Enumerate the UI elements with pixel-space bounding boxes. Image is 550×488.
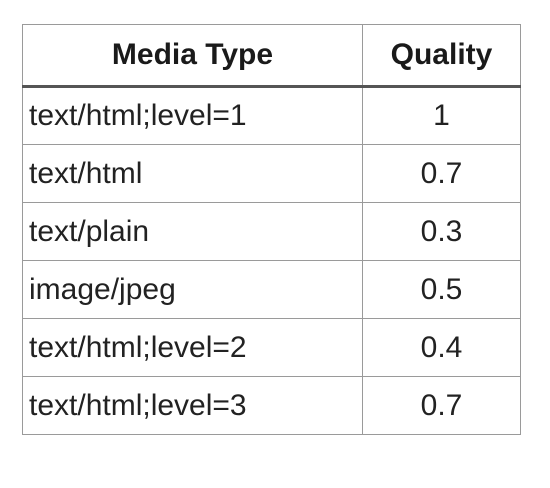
media-type-cell: text/html: [23, 145, 363, 203]
quality-cell: 0.7: [363, 145, 521, 203]
table-row: text/plain 0.3: [23, 203, 521, 261]
table-row: text/html;level=3 0.7: [23, 377, 521, 435]
quality-cell: 0.4: [363, 319, 521, 377]
header-row: Media Type Quality: [23, 25, 521, 87]
media-type-cell: text/html;level=3: [23, 377, 363, 435]
media-type-cell: image/jpeg: [23, 261, 363, 319]
table-row: image/jpeg 0.5: [23, 261, 521, 319]
media-quality-table: Media Type Quality text/html;level=1 1 t…: [22, 24, 521, 435]
table-body: text/html;level=1 1 text/html 0.7 text/p…: [23, 87, 521, 435]
quality-cell: 0.3: [363, 203, 521, 261]
header-media-type: Media Type: [23, 25, 363, 87]
header-quality: Quality: [363, 25, 521, 87]
quality-cell: 0.5: [363, 261, 521, 319]
table-row: text/html 0.7: [23, 145, 521, 203]
table-header: Media Type Quality: [23, 25, 521, 87]
quality-cell: 1: [363, 87, 521, 145]
media-type-cell: text/html;level=1: [23, 87, 363, 145]
quality-cell: 0.7: [363, 377, 521, 435]
table-row: text/html;level=1 1: [23, 87, 521, 145]
media-type-cell: text/html;level=2: [23, 319, 363, 377]
media-type-cell: text/plain: [23, 203, 363, 261]
media-quality-table-container: Media Type Quality text/html;level=1 1 t…: [22, 24, 520, 435]
table-row: text/html;level=2 0.4: [23, 319, 521, 377]
